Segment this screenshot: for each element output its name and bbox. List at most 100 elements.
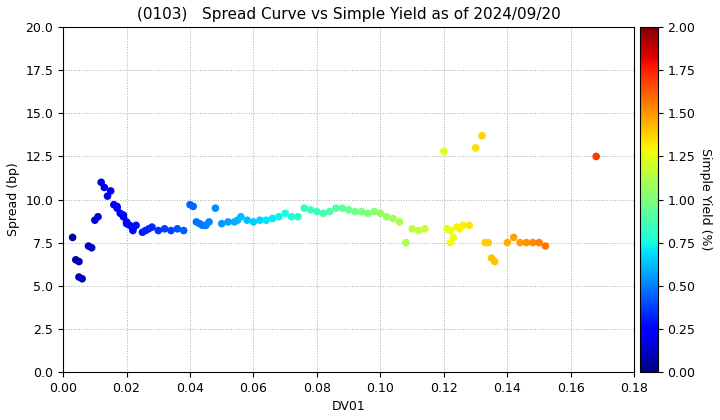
Point	[419, 226, 431, 232]
Point	[273, 213, 284, 220]
Point	[121, 220, 132, 227]
Point	[330, 205, 342, 212]
Point	[489, 258, 500, 265]
Point	[203, 218, 215, 225]
Point	[267, 215, 279, 222]
Point	[521, 239, 532, 246]
Y-axis label: Spread (bp): Spread (bp)	[7, 163, 20, 236]
Point	[153, 227, 164, 234]
X-axis label: DV01: DV01	[332, 400, 366, 413]
Point	[438, 148, 450, 155]
Point	[464, 222, 475, 229]
Point	[121, 218, 132, 225]
Point	[514, 239, 526, 246]
Point	[486, 255, 498, 262]
Point	[130, 222, 142, 229]
Point	[457, 222, 469, 229]
Point	[99, 184, 110, 191]
Point	[261, 217, 272, 223]
Point	[394, 218, 405, 225]
Point	[117, 212, 129, 218]
Point	[127, 226, 139, 232]
Point	[143, 226, 155, 232]
Point	[102, 193, 113, 199]
Point	[194, 220, 205, 227]
Point	[590, 153, 602, 160]
Point	[178, 227, 189, 234]
Point	[210, 205, 221, 212]
Point	[117, 213, 129, 220]
Point	[362, 210, 374, 217]
Point	[73, 258, 85, 265]
Point	[349, 208, 361, 215]
Point	[311, 208, 323, 215]
Point	[184, 201, 196, 208]
Point	[165, 227, 176, 234]
Point	[241, 217, 253, 223]
Point	[406, 226, 418, 232]
Point	[171, 226, 183, 232]
Y-axis label: Simple Yield (%): Simple Yield (%)	[699, 148, 712, 251]
Point	[381, 213, 392, 220]
Point	[105, 188, 117, 194]
Point	[318, 210, 329, 217]
Point	[83, 243, 94, 249]
Point	[400, 239, 412, 246]
Point	[540, 243, 552, 249]
Point	[413, 227, 424, 234]
Point	[200, 222, 212, 229]
Point	[197, 222, 209, 229]
Point	[127, 227, 139, 234]
Point	[114, 210, 126, 217]
Point	[140, 227, 151, 234]
Point	[451, 224, 462, 231]
Point	[480, 239, 491, 246]
Point	[324, 208, 336, 215]
Point	[216, 220, 228, 227]
Point	[73, 274, 85, 281]
Point	[299, 205, 310, 212]
Point	[96, 179, 107, 186]
Point	[89, 217, 101, 223]
Point	[508, 234, 519, 241]
Point	[305, 207, 316, 213]
Point	[187, 203, 199, 210]
Point	[137, 229, 148, 236]
Point	[254, 217, 266, 223]
Point	[248, 218, 259, 225]
Point	[444, 239, 456, 246]
Point	[336, 205, 348, 212]
Point	[92, 213, 104, 220]
Point	[444, 227, 456, 234]
Point	[502, 239, 513, 246]
Point	[448, 234, 459, 241]
Point	[112, 203, 123, 210]
Point	[292, 213, 304, 220]
Point	[369, 208, 380, 215]
Point	[124, 222, 135, 229]
Point	[235, 213, 246, 220]
Point	[534, 239, 545, 246]
Point	[356, 208, 367, 215]
Point	[146, 224, 158, 231]
Point	[229, 218, 240, 225]
Point	[70, 257, 81, 263]
Point	[76, 276, 88, 282]
Point	[482, 239, 494, 246]
Point	[191, 218, 202, 225]
Point	[454, 226, 466, 232]
Point	[67, 234, 78, 241]
Point	[527, 239, 539, 246]
Point	[279, 210, 291, 217]
Point	[222, 218, 234, 225]
Point	[112, 205, 123, 212]
Point	[108, 201, 120, 208]
Point	[441, 226, 453, 232]
Point	[343, 207, 354, 213]
Point	[374, 210, 386, 217]
Point	[387, 215, 399, 222]
Point	[286, 213, 297, 220]
Point	[232, 217, 243, 223]
Point	[86, 244, 97, 251]
Title: (0103)   Spread Curve vs Simple Yield as of 2024/09/20: (0103) Spread Curve vs Simple Yield as o…	[137, 7, 561, 22]
